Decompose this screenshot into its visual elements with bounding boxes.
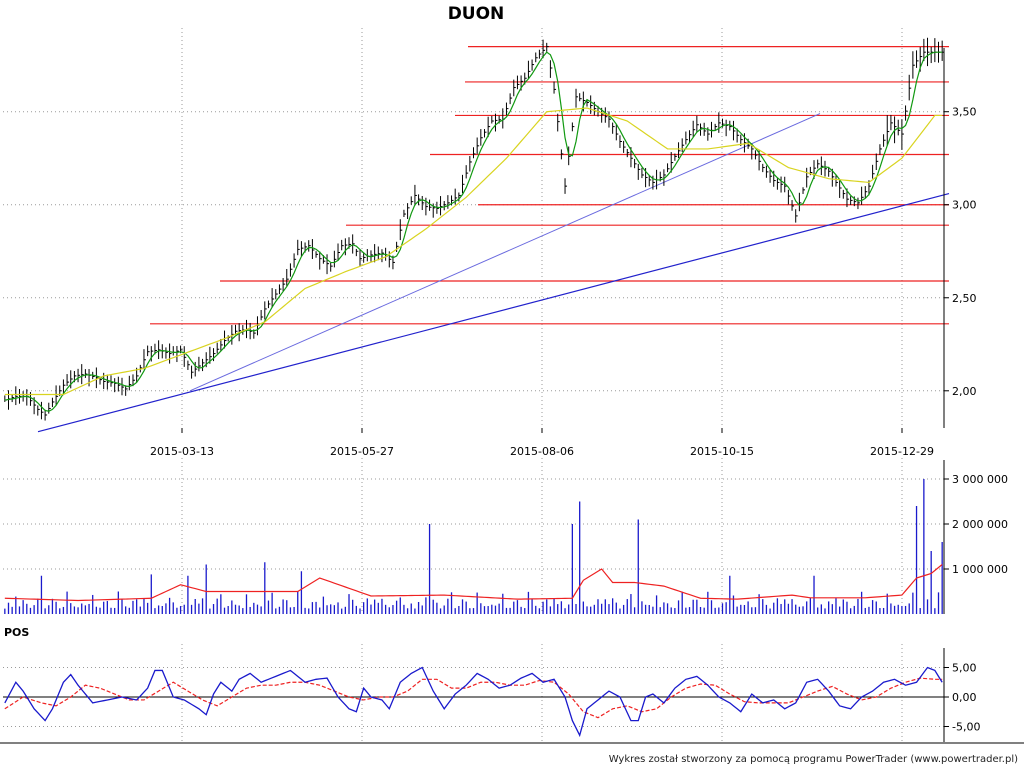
price-tick-label: 3,50 (952, 106, 977, 119)
pos-signal-line (4, 677, 943, 719)
pos-line (4, 666, 943, 738)
date-tick-label: 2015-05-27 (330, 445, 394, 458)
ma-fast-line (4, 51, 943, 412)
footer-credit: Wykres został stworzony za pomocą progra… (609, 754, 1018, 765)
ma-slow-line (4, 107, 943, 396)
volume-tick-label: 3 000 000 (952, 473, 1008, 486)
trendline (189, 113, 821, 392)
volume-tick-label: 2 000 000 (952, 518, 1008, 531)
trendline (37, 193, 950, 433)
date-tick-label: 2015-08-06 (510, 445, 574, 458)
volume-tick-label: 1 000 000 (952, 563, 1008, 576)
date-tick-label: 2015-12-29 (870, 445, 934, 458)
pos-tick-label: 0,00 (952, 691, 977, 704)
pos-tick-label: -5,00 (952, 721, 980, 734)
indicator-title: POS (4, 626, 29, 639)
chart-title: DUON (448, 4, 505, 24)
pos-tick-label: 5,00 (952, 662, 977, 675)
date-tick-label: 2015-10-15 (690, 445, 754, 458)
date-tick-label: 2015-03-13 (150, 445, 214, 458)
price-tick-label: 2,00 (952, 385, 977, 398)
volume-average-line (4, 564, 943, 602)
price-tick-label: 3,00 (952, 199, 977, 212)
price-tick-label: 2,50 (952, 292, 977, 305)
